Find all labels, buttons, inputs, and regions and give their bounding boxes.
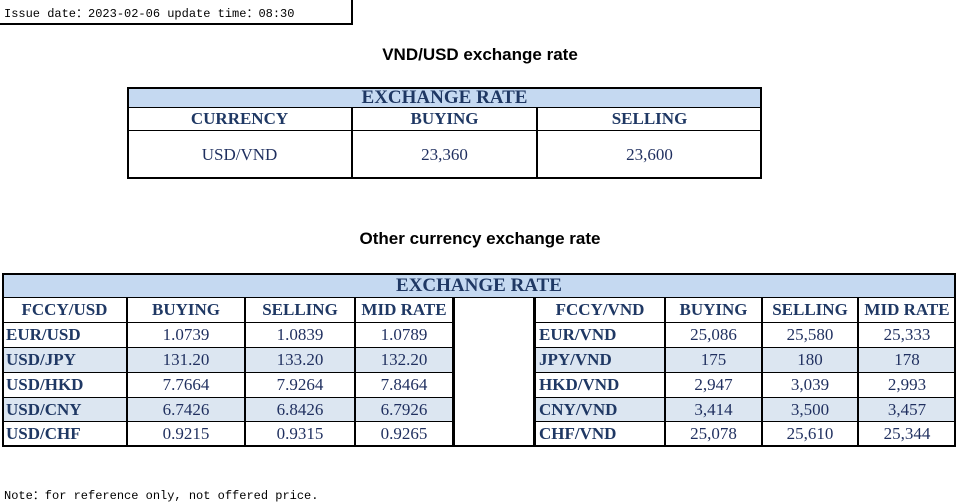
table-cell: 0.9265 — [355, 421, 453, 447]
column-header: SELLING — [537, 107, 762, 131]
table-cell: 131.20 — [127, 347, 245, 373]
table-cell: 7.8464 — [355, 372, 453, 398]
column-header: BUYING — [352, 107, 537, 131]
issue-date: Issue date：2023-02-06 update time：08:30 — [0, 0, 353, 25]
table-cell: 6.8426 — [245, 397, 355, 422]
table-cell: 3,039 — [762, 372, 858, 398]
row-label: USD/CNY — [2, 397, 127, 422]
section-title: Other currency exchange rate — [359, 229, 601, 248]
table-cell: 23,360 — [352, 130, 537, 179]
table-cell: 178 — [858, 347, 956, 373]
table-cell: 132.20 — [355, 347, 453, 373]
row-label: EUR/VND — [535, 322, 665, 348]
table-cell: 3,457 — [858, 397, 956, 422]
row-label: HKD/VND — [535, 372, 665, 398]
row-label: CHF/VND — [535, 421, 665, 447]
column-header: BUYING — [127, 297, 245, 323]
table-caption: EXCHANGE RATE — [2, 273, 956, 298]
table-cell: 25,333 — [858, 322, 956, 348]
column-header: MID RATE — [858, 297, 956, 323]
spacer — [453, 297, 535, 446]
table-cell: 3,500 — [762, 397, 858, 422]
row-label: USD/CHF — [2, 421, 127, 447]
table-cell: 23,600 — [537, 130, 762, 179]
table-cell: 1.0839 — [245, 322, 355, 348]
row-label: JPY/VND — [535, 347, 665, 373]
table-cell: 2,947 — [665, 372, 762, 398]
table-cell: 25,078 — [665, 421, 762, 447]
table-cell: 7.9264 — [245, 372, 355, 398]
column-header: MID RATE — [355, 297, 453, 323]
column-header: CURRENCY — [127, 107, 352, 131]
table-caption: EXCHANGE RATE — [127, 87, 762, 108]
row-label: USD/HKD — [2, 372, 127, 398]
row-label: EUR/USD — [2, 322, 127, 348]
table-cell: 133.20 — [245, 347, 355, 373]
table-cell: 2,993 — [858, 372, 956, 398]
table-cell: 6.7926 — [355, 397, 453, 422]
column-header: SELLING — [245, 297, 355, 323]
column-header: SELLING — [762, 297, 858, 323]
table-cell: 1.0789 — [355, 322, 453, 348]
row-label: CNY/VND — [535, 397, 665, 422]
table-cell: 25,580 — [762, 322, 858, 348]
section-title: VND/USD exchange rate — [382, 45, 578, 64]
note: Note：for reference only, not offered pri… — [4, 489, 319, 503]
column-header: FCCY/VND — [535, 297, 665, 323]
column-header: BUYING — [665, 297, 762, 323]
table-cell: 7.7664 — [127, 372, 245, 398]
table-cell: 25,344 — [858, 421, 956, 447]
table-cell: 3,414 — [665, 397, 762, 422]
table-cell: 0.9215 — [127, 421, 245, 447]
table-cell: 180 — [762, 347, 858, 373]
table-cell: 0.9315 — [245, 421, 355, 447]
table-cell: 25,086 — [665, 322, 762, 348]
row-label: USD/JPY — [2, 347, 127, 373]
column-header: FCCY/USD — [2, 297, 127, 323]
table-cell: 6.7426 — [127, 397, 245, 422]
table-cell: 175 — [665, 347, 762, 373]
table-cell: USD/VND — [127, 130, 352, 179]
table-cell: 25,610 — [762, 421, 858, 447]
table-cell: 1.0739 — [127, 322, 245, 348]
